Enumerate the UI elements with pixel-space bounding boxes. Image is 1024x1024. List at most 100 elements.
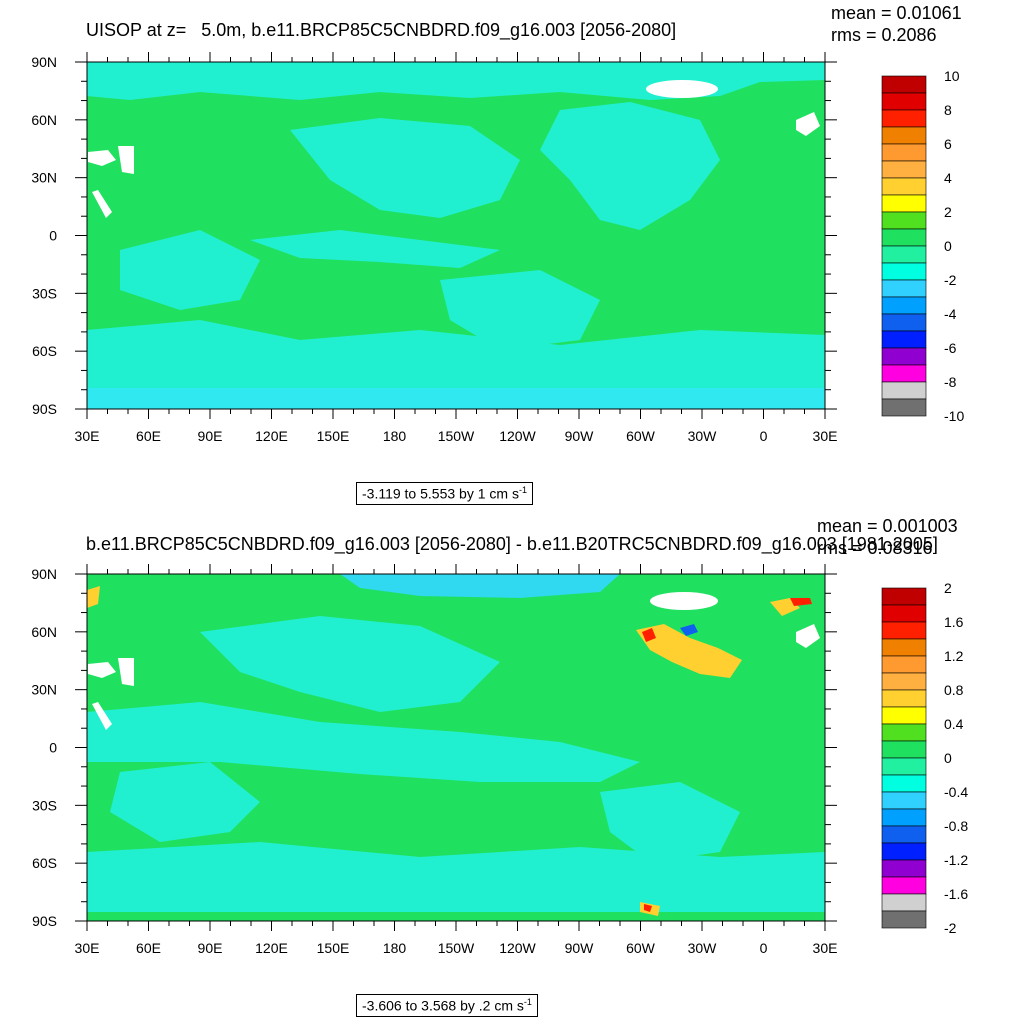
bottom-field-north-pacific <box>200 616 500 712</box>
top-x-tick-label: 30E <box>813 428 838 444</box>
top-title-part-1: UISOP at z= <box>86 20 187 40</box>
top-y-tick-label: 90N <box>31 54 57 70</box>
bottom-field-tropical-belt <box>87 702 640 782</box>
top-range-label: -3.119 to 5.553 by 1 cm s-1 <box>356 482 533 505</box>
top-y-tick-label: 0 <box>49 228 57 244</box>
bottom-x-tick-label: 60E <box>136 940 161 956</box>
top-rms: rms = 0.2086 <box>831 25 937 45</box>
top-x-tick-label: 150W <box>438 428 475 444</box>
top-colorbar-cell <box>881 245 927 264</box>
bottom-x-tick-label: 30W <box>688 940 718 956</box>
bottom-range-label: -3.606 to 3.568 by .2 cm s-1 <box>356 994 538 1017</box>
bottom-x-tick-label: 0 <box>760 940 768 956</box>
top-mask-greenland <box>646 80 718 98</box>
top-field-indian-ocean <box>120 230 260 310</box>
top-mask-hudson <box>796 112 820 136</box>
top-x-tick-label: 60W <box>626 428 656 444</box>
bottom-field-indian-ocean <box>110 762 260 842</box>
bottom-colorbar-cell <box>881 910 927 929</box>
top-field-arctic <box>87 62 825 100</box>
top-colorbar-cell <box>881 126 927 145</box>
bottom-x-tick-label: 90E <box>198 940 223 956</box>
bottom-colorbar-cell <box>881 774 927 793</box>
bottom-y-tick-label: 0 <box>49 740 57 756</box>
bottom-mask-greenland <box>650 592 718 610</box>
bottom-mask-caspian <box>88 658 134 686</box>
bottom-x-axis: 30E 60E 90E 120E 150E 180 150W 120W 90W 60W 30W 0 30… <box>75 564 838 956</box>
bottom-x-tick-label: 30E <box>813 940 838 956</box>
top-field-antarctic-band <box>87 388 825 409</box>
bottom-colorbar-cell <box>881 859 927 878</box>
bottom-colorbar-cell <box>881 604 927 623</box>
bottom-colorbar-label: 1.2 <box>944 648 964 664</box>
top-colorbar-label: -8 <box>944 374 957 390</box>
top-colorbar-label: 8 <box>944 102 952 118</box>
top-colorbar-cell <box>881 194 927 213</box>
top-map-svg: 30E 60E 90E 120E 150E 180 150W 120W 90W 60W 30W 0 30… <box>31 52 964 444</box>
top-y-tick-label: 60N <box>31 112 57 128</box>
top-colorbar-label: 2 <box>944 204 952 220</box>
bottom-range-units: -1 <box>523 997 532 1007</box>
top-colorbar-cell <box>881 211 927 230</box>
bottom-colorbar-label: -1.2 <box>944 852 968 868</box>
bottom-title: b.e11.BRCP85C5CNBDRD.f09_g16.003 [2056-2… <box>86 534 938 554</box>
bottom-colorbar-cell <box>881 621 927 640</box>
top-colorbar-cell <box>881 109 927 128</box>
bottom-colorbar-cell <box>881 655 927 674</box>
top-mask-red-sea <box>92 190 112 218</box>
bottom-y-tick-label: 60S <box>32 855 57 871</box>
bottom-map-field <box>87 574 825 921</box>
bottom-colorbar-label: 0 <box>944 750 952 766</box>
top-colorbar-cell <box>881 92 927 111</box>
bottom-colorbar-cell <box>881 842 927 861</box>
bottom-anomaly-labrador-red <box>642 628 656 642</box>
top-colorbar-label: -10 <box>944 408 964 424</box>
bottom-colorbar-cell <box>881 876 927 895</box>
top-colorbar-label: 10 <box>944 68 960 84</box>
top-x-tick-label: 150E <box>317 428 350 444</box>
top-colorbar: 10 8 6 4 2 0 -2 -4 -6 -8 -10 <box>881 68 964 424</box>
bottom-field-southern-ocean <box>87 842 825 912</box>
bottom-colorbar-label: -0.4 <box>944 784 968 800</box>
bottom-anomaly-southern-red <box>644 904 652 912</box>
bottom-anomaly-norway-red <box>790 598 812 606</box>
top-colorbar-label: 4 <box>944 170 952 186</box>
top-y-tick-label: 30S <box>32 285 57 301</box>
top-colorbar-cell <box>881 279 927 298</box>
bottom-colorbar-cell <box>881 757 927 776</box>
top-x-tick-label: 120E <box>255 428 288 444</box>
bottom-colorbar-cell <box>881 706 927 725</box>
top-map-field <box>87 62 825 409</box>
bottom-colorbar-label: -1.6 <box>944 886 968 902</box>
bottom-x-tick-label: 150E <box>317 940 350 956</box>
top-x-tick-label: 120W <box>499 428 536 444</box>
bottom-colorbar-label: 1.6 <box>944 614 964 630</box>
bottom-x-tick-label: 150W <box>438 940 475 956</box>
top-x-axis: 30E 60E 90E 120E 150E 180 150W 120W 90W 60W 30W 0 30… <box>75 52 838 444</box>
bottom-field-south-atlantic <box>600 782 740 862</box>
top-colorbar-cell <box>881 160 927 179</box>
top-colorbar-cell <box>881 398 927 417</box>
bottom-colorbar-label: -2 <box>944 920 957 936</box>
bottom-x-tick-label: 120W <box>499 940 536 956</box>
bottom-anomaly-labrador-yellow <box>636 624 742 678</box>
top-x-tick-label: 60E <box>136 428 161 444</box>
top-colorbar-label: -4 <box>944 306 957 322</box>
top-field-south-pacific <box>440 270 600 350</box>
top-x-tick-label: 30E <box>75 428 100 444</box>
top-title-part-2: 5.0m, b.e11.BRCP85C5CNBDRD.f09_g16.003 [… <box>201 20 677 40</box>
bottom-colorbar-cell <box>881 723 927 742</box>
top-mask-caspian <box>88 146 134 174</box>
bottom-x-tick-label: 90W <box>565 940 595 956</box>
bottom-x-tick-label: 30E <box>75 940 100 956</box>
top-x-tick-label: 90E <box>198 428 223 444</box>
top-field-north-atlantic <box>540 102 720 230</box>
bottom-field-arctic <box>340 574 620 598</box>
bottom-colorbar: 2 1.6 1.2 0.8 0.4 0 -0.4 -0.8 -1.2 -1.6 -2 <box>881 580 968 936</box>
bottom-y-tick-label: 90S <box>32 913 57 929</box>
top-colorbar-label: -6 <box>944 340 957 356</box>
top-colorbar-label: 6 <box>944 136 952 152</box>
bottom-mask-hudson <box>796 624 820 648</box>
top-x-tick-label: 30W <box>688 428 718 444</box>
bottom-panel: b.e11.BRCP85C5CNBDRD.f09_g16.003 [2056-2… <box>0 512 1024 1024</box>
